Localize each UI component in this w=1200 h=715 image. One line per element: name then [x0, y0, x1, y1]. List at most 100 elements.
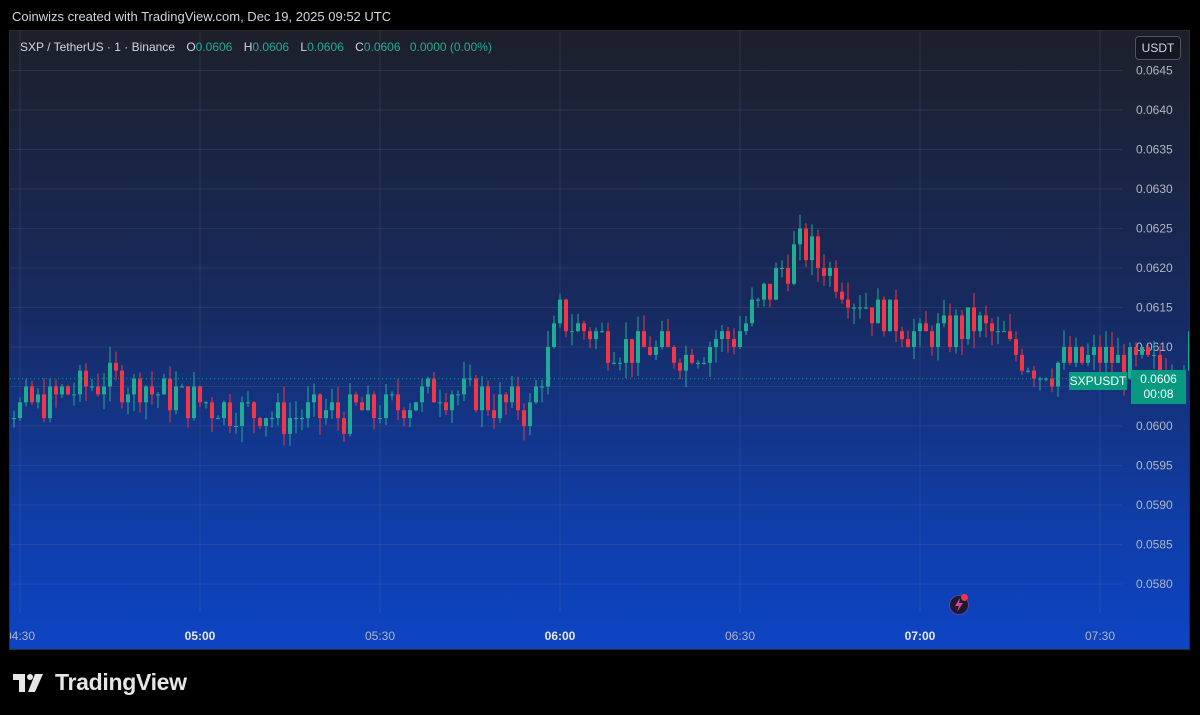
candle-down: [630, 339, 634, 378]
candle-body: [486, 386, 490, 411]
candle-body: [1128, 347, 1132, 379]
candle-body: [192, 386, 196, 419]
candle-body: [1104, 347, 1108, 363]
candle-body: [912, 331, 916, 347]
candle-down: [1080, 345, 1084, 365]
candle-body: [792, 244, 796, 284]
y-tick-label: 0.0635: [1136, 143, 1173, 157]
candle-body: [594, 331, 598, 340]
candle-up: [1116, 337, 1120, 363]
candle-body: [414, 402, 418, 411]
candle-body: [1098, 347, 1102, 363]
candle-up: [702, 357, 706, 365]
symbol-name[interactable]: SXP / TetherUS · 1 · Binance: [20, 40, 175, 54]
candle-down: [336, 386, 340, 431]
candle-body: [432, 378, 436, 403]
candle-body: [546, 347, 550, 387]
candle-down: [678, 358, 682, 380]
candle-up: [420, 378, 424, 412]
candle-down: [66, 384, 70, 396]
candle-body: [642, 331, 646, 347]
candle-up: [612, 352, 616, 365]
candle-down: [54, 379, 58, 408]
candle-down: [834, 260, 838, 299]
candle-body: [120, 370, 124, 403]
last-price-label: 0.0606 00:08: [1131, 370, 1186, 404]
candle-body: [402, 410, 406, 419]
y-tick-label: 0.0595: [1136, 459, 1173, 473]
candle-body: [1026, 370, 1030, 372]
candle-body: [1056, 362, 1060, 387]
candle-body: [1014, 339, 1018, 355]
candle-up: [708, 341, 712, 377]
candles: [12, 214, 1189, 446]
candle-body: [42, 394, 46, 419]
candle-down: [972, 293, 976, 349]
chart-canvas[interactable]: 0.05800.05850.05900.05950.06000.06050.06…: [10, 31, 1190, 650]
candle-body: [888, 299, 892, 332]
candle-body: [306, 402, 310, 419]
candle-down: [1146, 344, 1150, 357]
candle-body: [846, 299, 850, 308]
candle-down: [894, 289, 898, 342]
candle-up: [456, 390, 460, 406]
candle-body: [1116, 354, 1120, 363]
candle-up: [762, 282, 766, 307]
candle-body: [36, 394, 40, 403]
candle-down: [822, 254, 826, 286]
candle-body: [828, 268, 832, 276]
candle-down: [924, 311, 928, 332]
candle-up: [12, 410, 16, 428]
candle-down: [900, 326, 904, 348]
candle-up: [480, 376, 484, 427]
candle-body: [372, 394, 376, 419]
candle-body: [234, 426, 238, 427]
candle-body: [636, 331, 640, 363]
candle-down: [768, 283, 772, 308]
candle-body: [972, 307, 976, 332]
candle-up: [852, 303, 856, 324]
candle-up: [618, 357, 622, 371]
last-price-value: 0.0606: [1140, 372, 1177, 386]
x-tick-label: 07:00: [905, 629, 936, 643]
candle-up: [534, 379, 538, 404]
candle-body: [918, 323, 922, 332]
chart-panel[interactable]: 0.05800.05850.05900.05950.06000.06050.06…: [9, 30, 1190, 650]
candle-up: [1038, 376, 1042, 391]
close-value: 0.0606: [363, 40, 401, 54]
candle-up: [774, 262, 778, 301]
candle-down: [168, 366, 172, 423]
candle-body: [204, 402, 208, 404]
candle-body: [732, 339, 736, 347]
candle-body: [168, 378, 172, 411]
candle-up: [546, 330, 550, 395]
candle-down: [1110, 331, 1114, 376]
candle-down: [492, 394, 496, 429]
candle-up: [90, 378, 94, 392]
currency-button[interactable]: USDT: [1135, 36, 1181, 60]
candle-body: [552, 323, 556, 347]
candle-up: [738, 316, 742, 349]
candle-body: [576, 323, 580, 332]
candle-body: [978, 315, 982, 332]
tradingview-logo[interactable]: TradingView: [13, 669, 187, 696]
candle-down: [906, 330, 910, 348]
candle-body: [1188, 331, 1189, 371]
candle-body: [1074, 347, 1078, 363]
candle-body: [834, 268, 838, 292]
candle-body: [1092, 347, 1096, 355]
candle-up: [936, 313, 940, 361]
candle-down: [210, 397, 214, 432]
candle-down: [984, 305, 988, 338]
candle-down: [690, 348, 694, 365]
candle-body: [138, 378, 142, 403]
candle-body: [300, 418, 304, 420]
candle-up: [204, 401, 208, 409]
candle-down: [840, 282, 844, 304]
candle-up: [192, 371, 196, 421]
candle-up: [126, 387, 130, 415]
candle-up: [60, 384, 64, 399]
candle-body: [90, 386, 94, 388]
candle-body: [360, 402, 364, 411]
candle-up: [756, 297, 760, 308]
